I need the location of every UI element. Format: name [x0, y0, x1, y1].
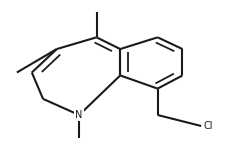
Text: N: N: [75, 110, 83, 120]
Text: Cl: Cl: [203, 121, 213, 131]
